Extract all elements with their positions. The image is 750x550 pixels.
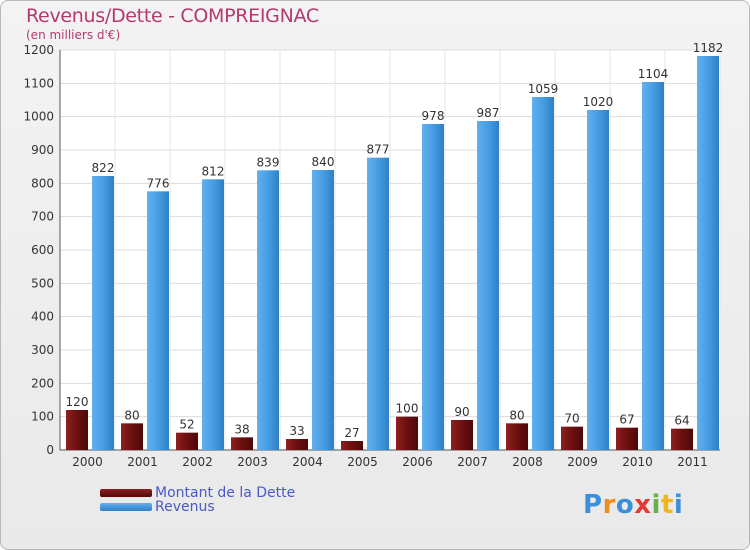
logo-letter: x — [634, 490, 652, 520]
data-label-revenue-2003: 839 — [257, 155, 280, 169]
bar-revenue-2007 — [477, 121, 499, 450]
data-label-debt-2007: 90 — [454, 405, 469, 419]
x-tick-label: 2006 — [402, 455, 433, 469]
bar-revenue-2002 — [202, 179, 224, 451]
data-label-revenue-2009: 1020 — [583, 95, 614, 109]
bar-debt-2000 — [66, 410, 88, 450]
y-tick-label: 1100 — [23, 76, 54, 90]
bar-revenue-2006 — [422, 124, 444, 450]
chart-subtitle: (en milliers d'€) — [26, 28, 121, 42]
data-label-debt-2010: 67 — [619, 413, 634, 427]
logo-letter: t — [660, 490, 674, 520]
data-label-revenue-2005: 877 — [367, 143, 390, 157]
bar-debt-2001 — [121, 423, 143, 450]
y-tick-label: 200 — [31, 376, 54, 390]
bar-revenue-2001 — [147, 191, 169, 451]
y-tick-label: 700 — [31, 210, 54, 224]
bar-revenue-2009 — [587, 110, 609, 450]
x-tick-label: 2010 — [622, 455, 653, 469]
legend-swatch-debt — [100, 489, 152, 497]
x-tick-label: 2000 — [72, 455, 103, 469]
data-label-debt-2009: 70 — [564, 412, 579, 426]
legend-item-debt: Montant de la Dette — [100, 485, 296, 501]
x-tick-label: 2005 — [347, 455, 378, 469]
data-label-debt-2000: 120 — [66, 395, 89, 409]
x-tick-label: 2002 — [182, 455, 213, 469]
legend-label-revenue: Revenus — [155, 499, 215, 515]
bar-revenue-2010 — [642, 82, 664, 450]
bar-revenue-2004 — [312, 170, 334, 450]
bar-debt-2007 — [451, 420, 473, 450]
data-label-revenue-2001: 776 — [147, 176, 170, 190]
bar-debt-2008 — [506, 423, 528, 450]
data-label-debt-2011: 64 — [674, 414, 689, 428]
x-tick-label: 2008 — [512, 455, 543, 469]
bar-debt-2009 — [561, 426, 583, 450]
data-label-revenue-2004: 840 — [312, 155, 335, 169]
y-tick-label: 600 — [31, 243, 54, 257]
x-tick-label: 2003 — [237, 455, 268, 469]
chart-legend: Montant de la Dette Revenus — [100, 485, 296, 515]
x-tick-label: 2004 — [292, 455, 323, 469]
bar-debt-2006 — [396, 416, 418, 450]
data-label-revenue-2002: 812 — [202, 164, 225, 178]
bar-debt-2005 — [341, 441, 363, 450]
legend-label-debt: Montant de la Dette — [155, 485, 296, 501]
y-tick-label: 800 — [31, 176, 54, 190]
data-label-revenue-2008: 1059 — [528, 82, 559, 96]
x-tick-label: 2011 — [677, 455, 708, 469]
bar-debt-2010 — [616, 427, 638, 450]
data-label-debt-2003: 38 — [234, 422, 249, 436]
y-tick-label: 1200 — [23, 43, 54, 57]
logo-letter: r — [602, 490, 616, 520]
bar-revenue-2008 — [532, 97, 554, 450]
chart-title: Revenus/Dette - COMPREIGNAC — [26, 5, 319, 27]
data-label-debt-2006: 100 — [396, 402, 419, 416]
bar-debt-2011 — [671, 428, 693, 450]
y-tick-label: 400 — [31, 310, 54, 324]
bar-debt-2004 — [286, 439, 308, 450]
bar-revenue-2011 — [697, 56, 719, 450]
x-tick-label: 2009 — [567, 455, 598, 469]
x-tick-label: 2007 — [457, 455, 488, 469]
logo-letter: i — [673, 490, 684, 520]
data-label-debt-2008: 80 — [509, 408, 524, 422]
bar-revenue-2005 — [367, 157, 389, 450]
bar-debt-2002 — [176, 432, 198, 450]
data-label-debt-2001: 80 — [124, 408, 139, 422]
legend-item-revenue: Revenus — [100, 499, 295, 515]
x-tick-label: 2001 — [127, 455, 158, 469]
y-tick-label: 100 — [31, 410, 54, 424]
logo-letter: P — [583, 490, 603, 520]
data-label-revenue-2007: 987 — [477, 106, 500, 120]
logo-letter: o — [615, 490, 635, 520]
data-label-revenue-2006: 978 — [422, 109, 445, 123]
logo-letter: i — [651, 490, 661, 520]
bar-debt-2003 — [231, 437, 253, 450]
y-tick-label: 900 — [31, 143, 54, 157]
proxiti-logo: Proxiti — [583, 490, 683, 520]
y-tick-label: 1000 — [23, 110, 54, 124]
legend-swatch-revenue — [100, 503, 152, 511]
data-label-revenue-2000: 822 — [92, 161, 115, 175]
data-label-revenue-2011: 1182 — [693, 41, 724, 55]
y-tick-label: 500 — [31, 276, 54, 290]
data-label-debt-2004: 33 — [289, 424, 304, 438]
y-tick-label: 0 — [46, 443, 54, 457]
data-label-revenue-2010: 1104 — [638, 67, 669, 81]
bar-revenue-2000 — [92, 176, 114, 450]
data-label-debt-2005: 27 — [344, 426, 359, 440]
bar-revenue-2003 — [257, 170, 279, 451]
y-tick-label: 300 — [31, 343, 54, 357]
data-label-debt-2002: 52 — [179, 418, 194, 432]
